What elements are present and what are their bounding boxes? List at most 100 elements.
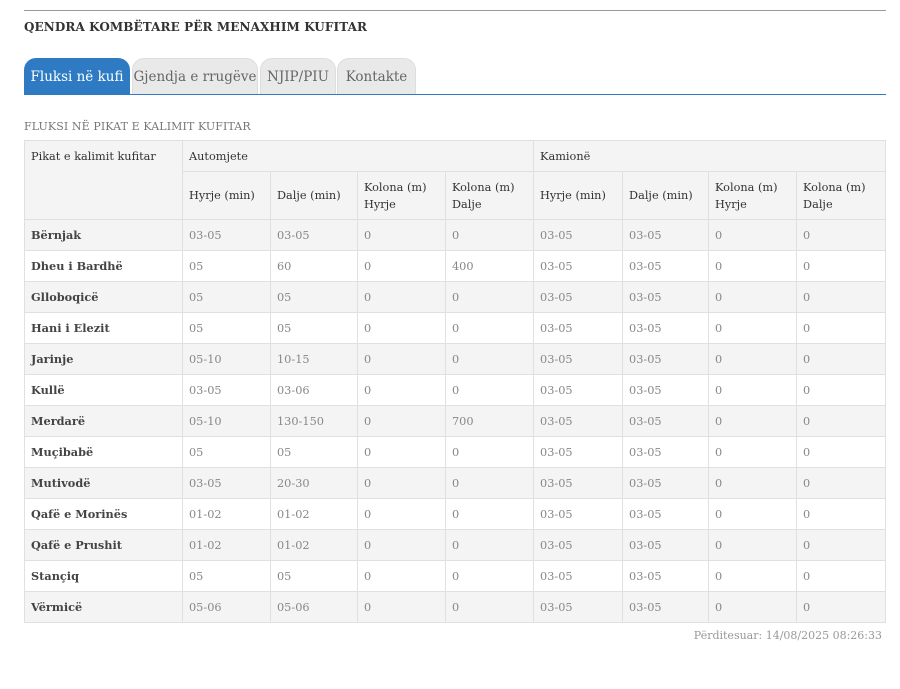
value-cell: 0 xyxy=(796,467,887,499)
value-cell: 03-05 xyxy=(533,281,624,313)
value-cell: 0 xyxy=(444,498,535,530)
crossing-name-cell: Glloboqicë xyxy=(24,281,183,313)
value-cell: 0 xyxy=(357,529,446,561)
value-cell: 0 xyxy=(796,312,887,344)
table-row: Stançiq 05 05 0 0 03-05 03-05 0 0 xyxy=(24,560,887,592)
value-cell: 0 xyxy=(357,281,446,313)
value-cell: 0 xyxy=(708,343,798,375)
header-group-automjete: Automjete xyxy=(181,140,535,172)
value-cell: 03-05 xyxy=(533,312,624,344)
value-cell: 0 xyxy=(444,374,535,406)
value-cell: 05-06 xyxy=(270,591,358,623)
value-cell: 03-05 xyxy=(533,560,624,592)
tab-fluksi-ne-kufi[interactable]: Fluksi në kufi xyxy=(24,58,130,94)
value-cell: 0 xyxy=(357,374,446,406)
table-row: Vërmicë 05-06 05-06 0 0 03-05 03-05 0 0 xyxy=(24,591,887,623)
value-cell: 0 xyxy=(357,343,446,375)
value-cell: 20-30 xyxy=(270,467,358,499)
crossing-name-cell: Muçibabë xyxy=(24,436,183,468)
subheader-cell: Hyrje (min) xyxy=(182,171,271,220)
value-cell: 0 xyxy=(708,529,798,561)
subheader-cell: Dalje (min) xyxy=(622,171,710,220)
value-cell: 03-05 xyxy=(182,219,271,251)
value-cell: 05-06 xyxy=(182,591,271,623)
table-row: Bërnjak 03-05 03-05 0 0 03-05 03-05 0 0 xyxy=(24,219,887,251)
value-cell: 03-05 xyxy=(622,312,710,344)
value-cell: 01-02 xyxy=(270,529,358,561)
value-cell: 0 xyxy=(357,560,446,592)
table-row: Jarinje 05-10 10-15 0 0 03-05 03-05 0 0 xyxy=(24,343,887,375)
value-cell: 05 xyxy=(182,312,271,344)
value-cell: 0 xyxy=(796,250,887,282)
value-cell: 05 xyxy=(182,560,271,592)
value-cell: 03-05 xyxy=(622,219,710,251)
value-cell: 03-05 xyxy=(533,436,624,468)
value-cell: 05 xyxy=(270,281,358,313)
value-cell: 03-05 xyxy=(622,467,710,499)
crossing-name-cell: Vërmicë xyxy=(24,591,183,623)
tab-njip-piu[interactable]: NJIP/PIU xyxy=(260,58,336,94)
value-cell: 03-05 xyxy=(533,405,624,437)
crossing-name-cell: Bërnjak xyxy=(24,219,183,251)
value-cell: 0 xyxy=(796,219,887,251)
value-cell: 0 xyxy=(357,436,446,468)
value-cell: 0 xyxy=(357,405,446,437)
value-cell: 0 xyxy=(796,374,887,406)
header-border-crossing: Pikat e kalimit kufitar xyxy=(24,140,183,220)
page: QENDRA KOMBËTARE PËR MENAXHIM KUFITAR Fl… xyxy=(24,10,887,642)
crossing-name-cell: Kullë xyxy=(24,374,183,406)
value-cell: 03-05 xyxy=(533,343,624,375)
value-cell: 03-05 xyxy=(533,250,624,282)
value-cell: 03-05 xyxy=(533,374,624,406)
value-cell: 03-05 xyxy=(622,529,710,561)
value-cell: 03-05 xyxy=(533,529,624,561)
table-row: Muçibabë 05 05 0 0 03-05 03-05 0 0 xyxy=(24,436,887,468)
tab-kontakte[interactable]: Kontakte xyxy=(337,58,416,94)
value-cell: 0 xyxy=(708,250,798,282)
value-cell: 0 xyxy=(708,374,798,406)
subheader-cell: Kolona (m) Hyrje xyxy=(708,171,798,220)
value-cell: 03-05 xyxy=(622,436,710,468)
value-cell: 01-02 xyxy=(270,498,358,530)
value-cell: 05-10 xyxy=(182,343,271,375)
value-cell: 0 xyxy=(357,312,446,344)
value-cell: 0 xyxy=(357,591,446,623)
subheader-cell: Dalje (min) xyxy=(270,171,358,220)
value-cell: 0 xyxy=(444,436,535,468)
value-cell: 0 xyxy=(444,529,535,561)
value-cell: 60 xyxy=(270,250,358,282)
table-body: Bërnjak 03-05 03-05 0 0 03-05 03-05 0 0 Dheu i Ba… xyxy=(24,219,887,623)
value-cell: 03-06 xyxy=(270,374,358,406)
value-cell: 0 xyxy=(796,560,887,592)
value-cell: 0 xyxy=(444,281,535,313)
table-row: Glloboqicë 05 05 0 0 03-05 03-05 0 0 xyxy=(24,281,887,313)
value-cell: 0 xyxy=(444,219,535,251)
tab-underline xyxy=(24,94,886,95)
value-cell: 03-05 xyxy=(622,343,710,375)
value-cell: 03-05 xyxy=(622,281,710,313)
section-title: FLUKSI NË PIKAT E KALIMIT KUFITAR xyxy=(24,120,251,133)
value-cell: 0 xyxy=(444,312,535,344)
table-row: Dheu i Bardhë 05 60 0 400 03-05 03-05 0 0 xyxy=(24,250,887,282)
last-updated: Përditesuar: 14/08/2025 08:26:33 xyxy=(693,629,882,642)
value-cell: 0 xyxy=(357,250,446,282)
value-cell: 03-05 xyxy=(622,591,710,623)
value-cell: 10-15 xyxy=(270,343,358,375)
value-cell: 700 xyxy=(444,405,535,437)
tab-gjendja-e-rrugeve[interactable]: Gjendja e rrugëve xyxy=(132,58,258,94)
table-row: Mutivodë 03-05 20-30 0 0 03-05 03-05 0 0 xyxy=(24,467,887,499)
subheader-cell: Kolona (m) Hyrje xyxy=(357,171,446,220)
table-row: Qafë e Prushit 01-02 01-02 0 0 03-05 03-05 0 0 xyxy=(24,529,887,561)
crossing-name-cell: Qafë e Prushit xyxy=(24,529,183,561)
border-flux-table: Pikat e kalimit kufitar Automjete Kamion… xyxy=(24,140,887,623)
value-cell: 05 xyxy=(270,312,358,344)
value-cell: 0 xyxy=(357,467,446,499)
top-divider xyxy=(24,10,886,11)
value-cell: 05 xyxy=(182,281,271,313)
value-cell: 0 xyxy=(708,498,798,530)
value-cell: 0 xyxy=(796,591,887,623)
table-row: Qafë e Morinës 01-02 01-02 0 0 03-05 03-05 0 0 xyxy=(24,498,887,530)
site-title: QENDRA KOMBËTARE PËR MENAXHIM KUFITAR xyxy=(24,20,368,34)
value-cell: 0 xyxy=(796,436,887,468)
table-row: Hani i Elezit 05 05 0 0 03-05 03-05 0 0 xyxy=(24,312,887,344)
